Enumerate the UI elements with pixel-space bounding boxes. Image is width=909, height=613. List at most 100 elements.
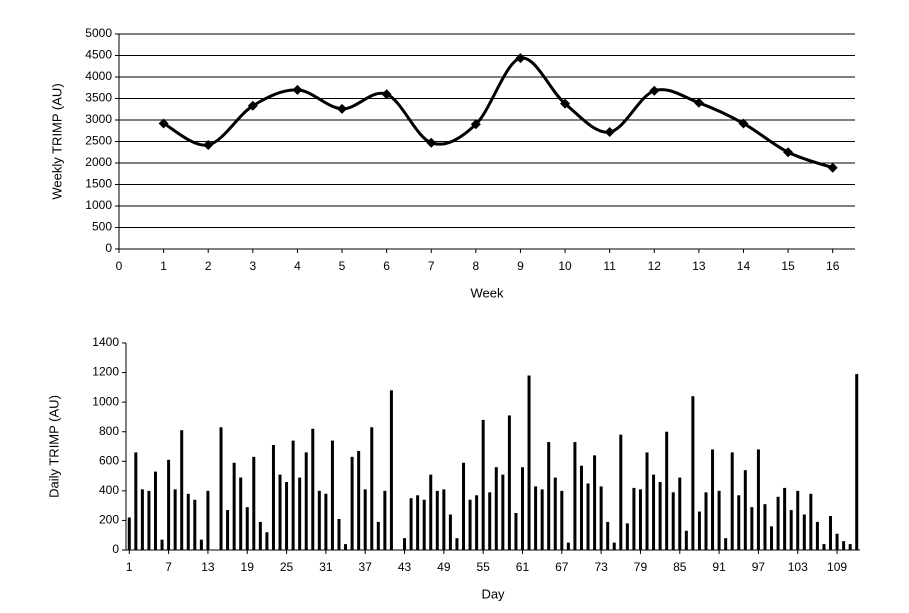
y-tick-label: 400 xyxy=(99,483,119,497)
bar xyxy=(442,489,446,550)
bar xyxy=(606,521,610,550)
bar xyxy=(678,477,682,550)
bar xyxy=(324,493,328,550)
bar xyxy=(409,498,413,550)
bar xyxy=(684,530,688,550)
x-tick-label: 2 xyxy=(205,259,212,273)
bar xyxy=(344,544,348,550)
x-tick-label: 55 xyxy=(476,560,490,574)
x-tick-label: 19 xyxy=(241,560,255,574)
bar xyxy=(416,495,420,550)
bar xyxy=(743,470,747,550)
bar xyxy=(488,492,492,550)
x-tick-label: 9 xyxy=(517,259,524,273)
bar xyxy=(829,515,833,550)
bar xyxy=(278,474,282,550)
bar xyxy=(199,539,203,550)
bar xyxy=(822,544,826,550)
y-tick-label: 500 xyxy=(92,220,112,234)
bar xyxy=(153,471,157,550)
bar xyxy=(658,481,662,550)
marker xyxy=(827,162,838,173)
bar xyxy=(809,493,813,550)
bar xyxy=(147,490,151,550)
bar xyxy=(186,493,190,550)
bar xyxy=(219,427,223,550)
bar xyxy=(697,511,701,550)
bar xyxy=(612,542,616,550)
bar xyxy=(632,487,636,550)
bar xyxy=(127,517,131,550)
marker xyxy=(515,53,526,64)
x-tick-label: 109 xyxy=(827,560,847,574)
bar xyxy=(435,490,439,550)
y-tick-label: 600 xyxy=(99,453,119,467)
bar xyxy=(481,419,485,550)
x-tick-label: 15 xyxy=(781,259,795,273)
bar xyxy=(167,459,171,550)
bar xyxy=(429,474,433,550)
bar xyxy=(363,489,367,550)
bar xyxy=(140,489,144,550)
x-tick-label: 8 xyxy=(473,259,480,273)
x-tick-label: 37 xyxy=(359,560,373,574)
x-tick-label: 73 xyxy=(594,560,608,574)
x-tick-label: 7 xyxy=(428,259,435,273)
x-tick-label: 13 xyxy=(692,259,706,273)
bar xyxy=(802,514,806,550)
bar xyxy=(711,449,715,550)
bar xyxy=(422,499,426,550)
bar xyxy=(206,490,210,550)
x-tick-label: 25 xyxy=(280,560,294,574)
bar xyxy=(855,374,859,550)
bar xyxy=(763,504,767,550)
bar xyxy=(724,538,728,550)
bar xyxy=(350,456,354,550)
bar xyxy=(842,541,846,550)
bar xyxy=(514,513,518,550)
bar xyxy=(317,490,321,550)
x-tick-label: 43 xyxy=(398,560,412,574)
marker xyxy=(470,119,481,130)
y-tick-label: 4000 xyxy=(85,69,112,83)
bar xyxy=(547,442,551,550)
marker xyxy=(203,139,214,150)
bar xyxy=(645,452,649,550)
marker xyxy=(649,85,660,96)
bar xyxy=(638,489,642,550)
y-tick-label: 800 xyxy=(99,424,119,438)
bar xyxy=(835,533,839,550)
bar xyxy=(796,490,800,550)
marker xyxy=(426,137,437,148)
x-tick-label: 31 xyxy=(319,560,333,574)
bar xyxy=(717,490,721,550)
bar xyxy=(357,450,361,550)
bar xyxy=(619,434,623,550)
y-tick-label: 2500 xyxy=(85,134,112,148)
y-tick-label: 200 xyxy=(99,513,119,527)
marker xyxy=(247,100,258,111)
bar xyxy=(534,486,538,550)
x-tick-label: 61 xyxy=(516,560,530,574)
bar xyxy=(134,452,138,550)
bar xyxy=(226,510,230,550)
bar xyxy=(448,514,452,550)
bar xyxy=(770,526,774,550)
bar xyxy=(573,442,577,550)
bar xyxy=(180,430,184,550)
bar xyxy=(304,452,308,550)
x-tick-label: 14 xyxy=(737,259,751,273)
bar xyxy=(815,521,819,550)
x-tick-label: 91 xyxy=(712,560,726,574)
line xyxy=(162,56,834,170)
y-tick-label: 5000 xyxy=(85,26,112,40)
bar xyxy=(540,489,544,550)
bar xyxy=(665,431,669,550)
bar xyxy=(193,499,197,550)
bar xyxy=(245,507,249,550)
marker xyxy=(604,127,615,138)
bar xyxy=(468,499,472,550)
x-tick-label: 11 xyxy=(603,259,616,273)
x-tick-label: 12 xyxy=(648,259,662,273)
